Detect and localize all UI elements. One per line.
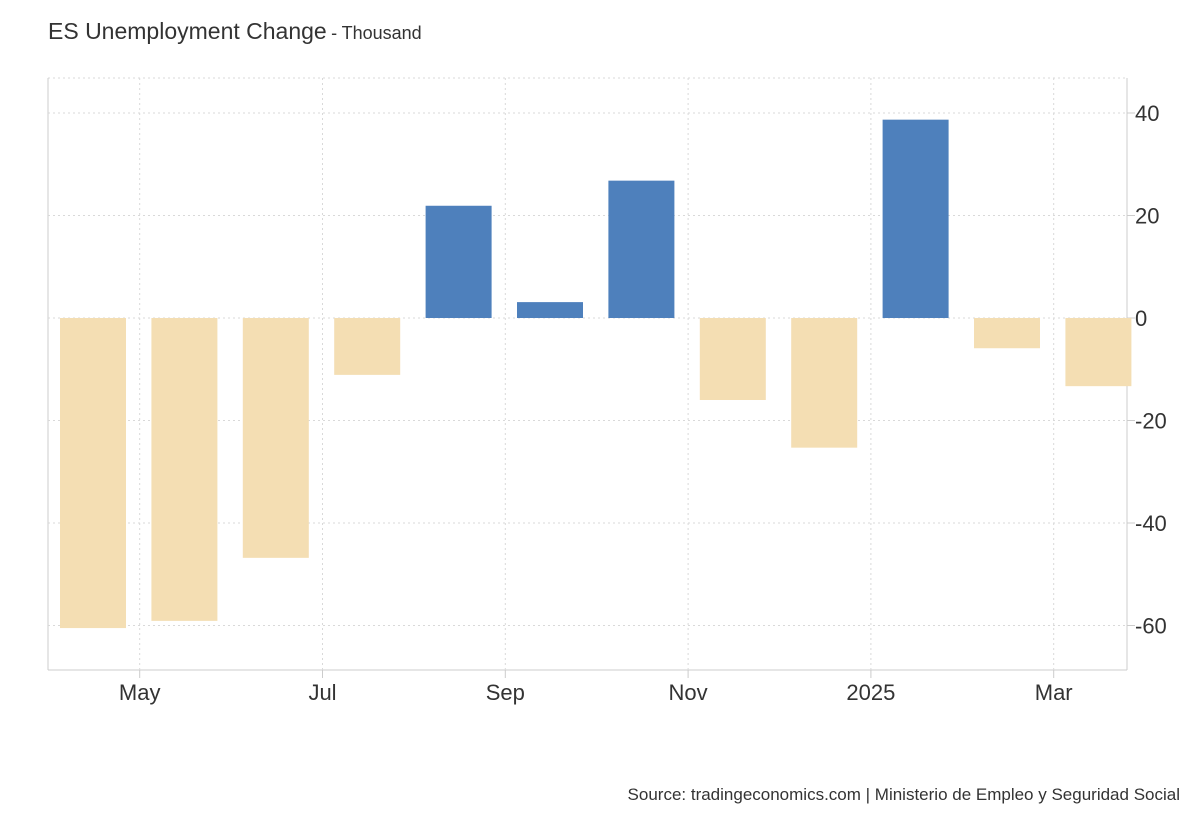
- y-tick-label: -20: [1135, 409, 1167, 434]
- chart-title-row: ES Unemployment Change - Thousand: [48, 18, 422, 45]
- bar-2024-09: [517, 302, 583, 318]
- bar-2024-07: [334, 318, 401, 375]
- y-tick-label: 20: [1135, 204, 1159, 229]
- bar-2024-12: [791, 318, 858, 448]
- x-tick-label: Mar: [1035, 680, 1073, 705]
- bar-2024-04: [60, 318, 126, 629]
- bar-2025-03: [1065, 318, 1132, 387]
- chart-title: ES Unemployment Change: [48, 18, 327, 44]
- y-tick-label: -60: [1135, 614, 1167, 639]
- bar-2024-06: [242, 318, 309, 558]
- x-tick-label: Sep: [486, 680, 525, 705]
- y-tick-label: 40: [1135, 101, 1159, 126]
- y-tick-label: -40: [1135, 511, 1167, 536]
- title-separator: -: [331, 23, 338, 43]
- bar-2024-10: [608, 180, 675, 318]
- source-note: Source: tradingeconomics.com | Ministeri…: [627, 785, 1180, 804]
- x-tick-label: Jul: [308, 680, 336, 705]
- bar-2025-01: [882, 119, 949, 318]
- bar-2025-02: [974, 318, 1040, 349]
- chart-unit: Thousand: [341, 23, 422, 43]
- x-tick-label: 2025: [846, 680, 895, 705]
- bar-2024-08: [425, 205, 492, 318]
- y-tick-label: 0: [1135, 306, 1147, 331]
- x-tick-label: May: [119, 680, 161, 705]
- bar-2024-05: [151, 318, 218, 621]
- x-tick-label: Nov: [669, 680, 708, 705]
- bar-2024-11: [699, 318, 766, 400]
